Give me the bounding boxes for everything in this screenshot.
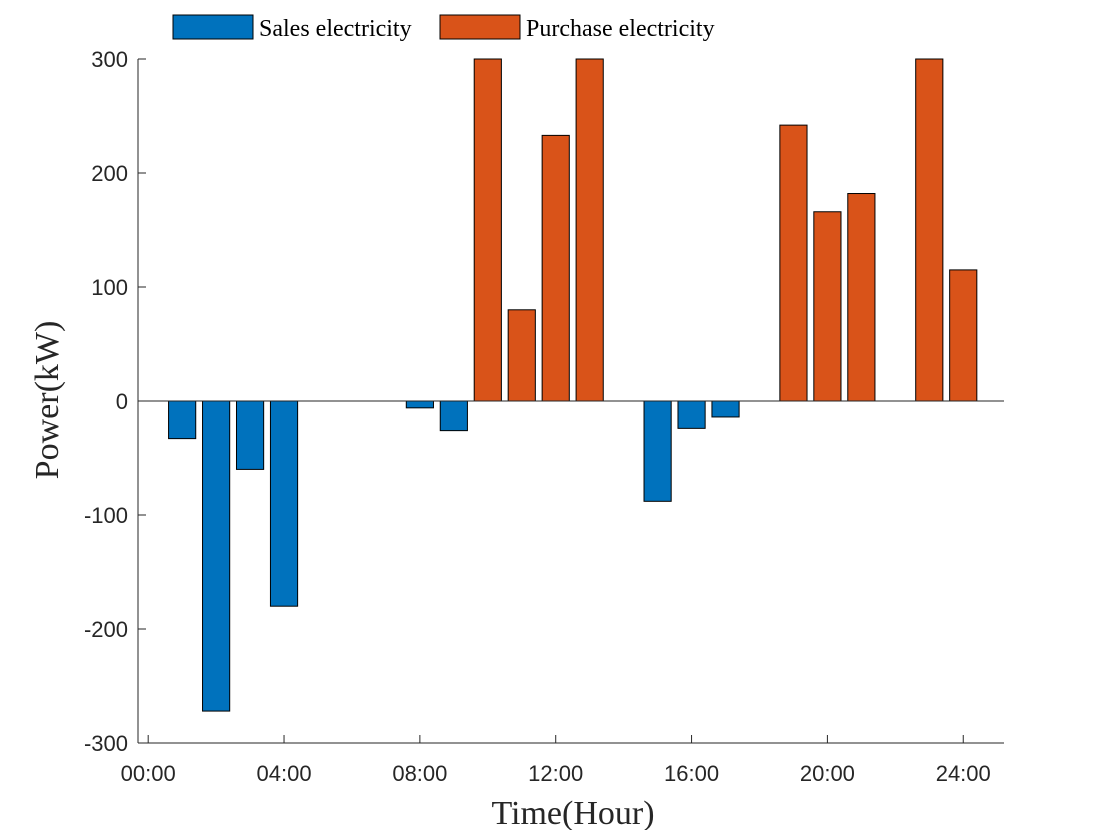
x-tick-label: 20:00	[800, 761, 855, 786]
purchase-bar-10	[473, 58, 502, 402]
sales-bar-1	[168, 400, 197, 440]
sales-bar-17	[711, 400, 740, 418]
sales-bar-16	[677, 400, 706, 429]
purchase-bar-21	[847, 193, 876, 402]
y-axis-title: Power(kW)	[29, 321, 66, 480]
sales-bar-9	[439, 400, 468, 432]
legend-swatch-purchase	[439, 14, 521, 40]
purchase-bar-23	[915, 58, 944, 402]
x-tick-label: 04:00	[257, 761, 312, 786]
y-tick-label: -300	[84, 731, 128, 756]
y-tick-label: 0	[116, 389, 128, 414]
sales-bar-15	[643, 400, 672, 502]
y-tick-label: -100	[84, 503, 128, 528]
purchase-bar-12	[541, 134, 570, 402]
legend-swatch-sales	[172, 14, 254, 40]
sales-bar-4	[269, 400, 299, 607]
purchase-bar-24	[949, 269, 978, 402]
legend-label-purchase: Purchase electricity	[526, 16, 715, 42]
x-tick-label: 08:00	[392, 761, 447, 786]
sales-bar-3	[235, 400, 265, 470]
legend-label-sales: Sales electricity	[259, 16, 412, 42]
legend: Sales electricity Purchase electricity	[172, 14, 715, 42]
y-tick-label: 200	[91, 161, 128, 186]
x-tick-label: 24:00	[936, 761, 991, 786]
purchase-bar-20	[813, 211, 842, 402]
y-tick-label: -200	[84, 617, 128, 642]
x-tick-label: 00:00	[121, 761, 176, 786]
x-tick-label: 16:00	[664, 761, 719, 786]
purchase-bar-19	[779, 124, 808, 402]
purchase-bar-11	[507, 309, 536, 402]
sales-bar-8	[405, 400, 434, 409]
purchase-bar-13	[575, 58, 604, 402]
x-tick-label: 12:00	[528, 761, 583, 786]
sales-bar-2	[202, 400, 231, 712]
axes: -300 -200 -100 0 100 200 300 00:00 04:00 08:00 12:…	[84, 47, 1004, 786]
y-tick-label: 100	[91, 275, 128, 300]
bars	[168, 58, 978, 712]
x-axis-title: Time(Hour)	[491, 795, 654, 830]
y-tick-label: 300	[91, 47, 128, 72]
